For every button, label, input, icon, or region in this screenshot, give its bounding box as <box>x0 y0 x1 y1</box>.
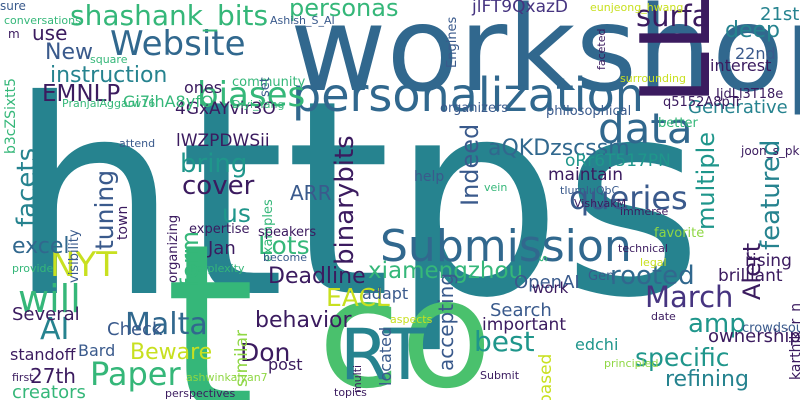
cloud-word: square <box>90 54 127 65</box>
cloud-word: visibility <box>68 229 81 283</box>
cloud-word: work <box>532 281 568 296</box>
cloud-word: interest <box>710 58 771 74</box>
cloud-word: joon_s_pk <box>741 145 799 157</box>
cloud-word: Indeed <box>458 124 482 206</box>
cloud-word: March <box>645 283 733 312</box>
cloud-word: excel <box>12 236 70 258</box>
cloud-word: expertise <box>189 223 250 236</box>
cloud-word: speakers <box>258 226 316 239</box>
cloud-word: become <box>263 252 307 263</box>
cloud-word: Diyi_Yang <box>232 99 285 110</box>
cloud-word: post <box>268 357 303 373</box>
cloud-word: Jan <box>208 240 236 258</box>
cloud-word: philosophical <box>546 105 631 118</box>
cloud-word: favorite <box>654 227 704 240</box>
cloud-word: refining <box>665 369 749 391</box>
cloud-word: accepting <box>436 273 456 371</box>
cloud-word: standoff <box>10 347 76 363</box>
cloud-word: multiple <box>694 132 718 230</box>
cloud-word: eunjeong_hwang <box>590 2 683 13</box>
cloud-word: Ashish_S_AI <box>270 15 335 26</box>
cloud-word: New <box>45 42 93 64</box>
cloud-word: better <box>658 117 698 130</box>
cloud-word: aspects <box>390 314 432 325</box>
cloud-word: tIurnluQbC <box>560 185 619 196</box>
cloud-word: topics <box>334 387 367 398</box>
cloud-word: s <box>537 255 550 262</box>
cloud-word: ARR <box>290 183 331 203</box>
cloud-word: behavior <box>255 310 352 332</box>
cloud-word: crowdsource <box>742 322 800 335</box>
cloud-word: shashank_bits <box>70 2 268 30</box>
cloud-word: based <box>538 354 555 400</box>
cloud-word: IjdLl3T18e <box>716 88 783 101</box>
cloud-word: provide <box>12 263 53 274</box>
cloud-word: lWZPDWSii <box>176 133 270 150</box>
cloud-word: organizing <box>167 215 180 283</box>
cloud-word: attend <box>119 138 155 149</box>
cloud-word: ashwinkalyan7 <box>186 372 268 383</box>
cloud-word: help <box>414 170 444 184</box>
cloud-word: jlFT9QxazD <box>472 0 568 16</box>
cloud-word: Submit <box>480 370 519 381</box>
cloud-word: b3cZSixtt5 <box>4 78 18 154</box>
cloud-word: karthik_r_n <box>789 303 800 380</box>
cloud-word: conversations <box>4 15 81 26</box>
cloud-word: legal <box>640 257 667 268</box>
cloud-word: VishvakM <box>574 198 626 209</box>
cloud-word: adapt <box>362 286 408 302</box>
cloud-word: maintain <box>548 167 623 184</box>
cloud-word: perspectives <box>165 388 235 399</box>
cloud-word: PranjalAggarw16 <box>62 98 155 109</box>
cloud-word: Perplexity <box>190 263 245 274</box>
cloud-word: Several <box>12 306 80 324</box>
cloud-word: edchi <box>575 337 618 353</box>
cloud-word: Deadline <box>268 266 366 288</box>
cloud-word: faceted <box>596 29 607 71</box>
cloud-word: form <box>178 231 202 287</box>
cloud-word: Bard <box>78 343 115 359</box>
cloud-word: m <box>8 28 20 40</box>
cloud-word: binarybits <box>332 135 358 265</box>
cloud-word: deep <box>725 20 780 42</box>
cloud-word: Check <box>107 321 162 339</box>
cloud-word: located <box>378 327 394 386</box>
cloud-word: creators <box>12 384 86 400</box>
cloud-word: Beware <box>130 342 212 364</box>
cloud-word: Engines <box>446 17 459 68</box>
cloud-word: tuning <box>92 170 117 250</box>
cloud-word: set <box>259 77 272 97</box>
cloud-word: important <box>482 317 566 334</box>
cloud-word: sure <box>0 0 26 12</box>
cloud-word: facets <box>14 148 40 227</box>
cloud-word: date <box>651 311 676 322</box>
cloud-word: immerse <box>620 206 668 217</box>
cloud-word: technical <box>618 243 668 254</box>
cloud-word: surrounding <box>620 73 686 84</box>
cloud-word: town <box>116 206 130 240</box>
cloud-word: principled <box>604 358 658 369</box>
cloud-word: Gen <box>588 270 614 283</box>
cloud-word: organizers <box>440 102 508 115</box>
cloud-word: cover <box>182 173 254 199</box>
cloud-word: ones <box>184 80 222 96</box>
cloud-word: first <box>12 372 34 383</box>
cloud-word: vein <box>484 182 507 193</box>
cloud-word: Website <box>110 27 246 61</box>
